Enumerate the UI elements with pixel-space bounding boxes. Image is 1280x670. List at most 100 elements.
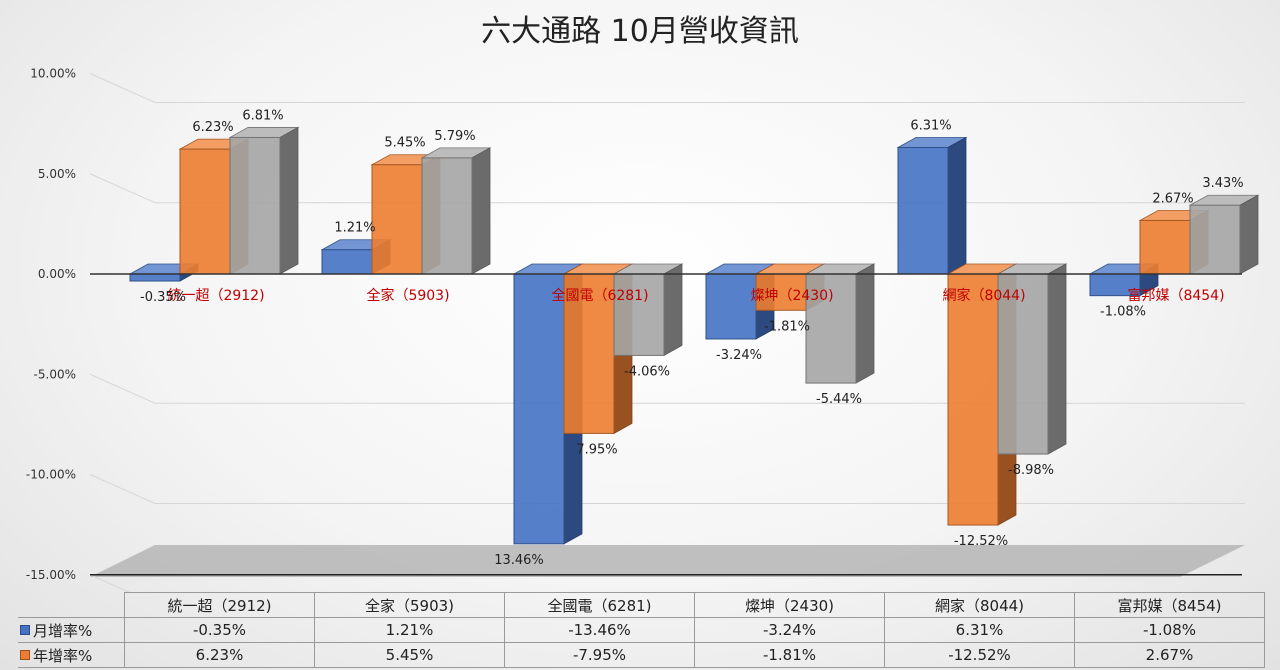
y-tick-label: -15.00% <box>26 568 76 582</box>
bar-front <box>613 273 665 356</box>
bar-front <box>805 273 857 384</box>
gridline <box>89 574 130 592</box>
table-header-cell: 全家（5903) <box>314 592 505 618</box>
data-label: 3.43% <box>1202 176 1243 191</box>
legend-swatch <box>20 649 30 660</box>
data-label: -4.06% <box>624 364 670 379</box>
bar-side <box>855 263 875 384</box>
table-cell: -1.81% <box>694 642 885 668</box>
data-label: 13.46% <box>494 553 544 568</box>
table-cell: -1.08% <box>1074 617 1265 643</box>
category-label: 燦坤（2430) <box>750 288 833 304</box>
data-label: -1.81% <box>764 319 810 334</box>
table-row: 月增率% -0.35% 1.21% -13.46% -3.24% 6.31% -1.08% <box>18 617 1265 643</box>
bar-front <box>513 273 565 545</box>
y-tick-label: -10.00% <box>26 468 76 482</box>
legend-label: 月增率% <box>33 621 93 640</box>
bar <box>228 126 300 275</box>
bar-front <box>321 249 373 275</box>
legend-entry: 年增率% <box>18 642 125 668</box>
y-tick-label: 10.00% <box>30 67 76 81</box>
bar-front <box>179 148 231 275</box>
bar-front <box>371 164 423 275</box>
data-label: -3.24% <box>716 348 762 363</box>
data-label: 5.45% <box>384 136 425 151</box>
data-label: 6.81% <box>242 108 283 123</box>
y-tick-label: 5.00% <box>38 167 76 181</box>
bar <box>420 147 492 275</box>
bar-front <box>947 273 999 526</box>
table-cell: 5.45% <box>314 642 505 668</box>
gridline <box>89 173 1245 204</box>
legend-label: 年增率% <box>33 646 93 665</box>
data-label: 2.67% <box>1152 191 1193 206</box>
table-header-cell: 統一超（2912) <box>124 592 315 618</box>
bar-side <box>1047 263 1067 455</box>
table-header-cell: 網家（8044) <box>884 592 1075 618</box>
data-label: 6.31% <box>910 118 951 133</box>
table-row: 年增率% 6.23% 5.45% -7.95% -1.81% -12.52% 2.67% <box>18 642 1265 668</box>
bar-front <box>755 273 807 311</box>
bar-front <box>229 136 281 275</box>
floor-plane <box>90 545 1245 577</box>
data-label: -0.35% <box>140 290 186 305</box>
category-label: 網家（8044) <box>942 287 1025 304</box>
gridline <box>89 474 1245 504</box>
bar-side <box>947 136 967 275</box>
y-tick-label: -5.00% <box>34 367 76 381</box>
bar-front <box>1139 219 1191 275</box>
gridline <box>89 373 1245 404</box>
table-cell: 2.67% <box>1074 642 1265 668</box>
bar-side <box>1239 194 1259 275</box>
data-label: 1.21% <box>334 221 375 236</box>
bar-side <box>279 126 299 275</box>
y-axis-ticks: 10.00% 5.00% 0.00% -5.00% -10.00% -15.00% <box>26 67 76 582</box>
bar-front <box>997 273 1049 455</box>
table-cell: -12.52% <box>884 642 1075 668</box>
bar-front <box>421 157 473 275</box>
table-cell: -7.95% <box>504 642 695 668</box>
legend-entry: 月增率% <box>18 617 125 643</box>
data-label: -12.52% <box>954 534 1008 549</box>
bar <box>804 263 876 384</box>
chart-title: 六大通路 10月營收資訊 <box>481 14 799 49</box>
bar <box>612 263 684 357</box>
table-cell: 1.21% <box>314 617 505 643</box>
table-header-cell: 燦坤（2430) <box>694 592 885 618</box>
table-header-cell: 富邦媒（8454) <box>1074 592 1265 618</box>
y-tick-label: 0.00% <box>38 267 76 281</box>
table-header-cell: 全國電（6281) <box>504 592 695 618</box>
bar-front <box>705 273 757 340</box>
data-label: -1.08% <box>1100 305 1146 320</box>
gridline <box>89 73 1245 103</box>
table-cell: -3.24% <box>694 617 885 643</box>
table-cell: -13.46% <box>504 617 695 643</box>
data-label: 5.79% <box>434 129 475 144</box>
category-label: 富邦媒（8454) <box>1127 287 1224 304</box>
bar-side <box>663 263 683 357</box>
data-labels: -0.35% 6.23% 6.81% 1.21% 5.45% 5.79% 13.46% 7.9… <box>140 108 1244 567</box>
chart-floor <box>90 545 1245 577</box>
bar-front <box>1189 204 1241 275</box>
bar <box>1188 194 1260 275</box>
legend-swatch <box>20 624 30 635</box>
table-cell: 6.31% <box>884 617 1075 643</box>
category-label: 統一超（2912) <box>167 288 264 304</box>
data-label: 6.23% <box>192 120 233 135</box>
gridlines <box>89 73 1245 592</box>
category-labels: 統一超（2912) 全家（5903) 全國電（6281) 燦坤（2430) 網家（804… <box>167 287 1224 304</box>
category-label: 全國電（6281) <box>551 287 648 304</box>
table-cell: -0.35% <box>124 617 315 643</box>
table-cell: 6.23% <box>124 642 315 668</box>
bars <box>128 126 1260 545</box>
data-label: -8.98% <box>1008 463 1054 478</box>
table-corner <box>18 592 125 618</box>
bar-front <box>563 273 615 434</box>
bar-side <box>471 147 491 275</box>
data-label: 7.95% <box>576 442 617 457</box>
bar-front <box>129 273 181 282</box>
bar-chart: 10.00% 5.00% 0.00% -5.00% -10.00% -15.00% 統一超… <box>26 67 1260 592</box>
bar <box>996 263 1068 455</box>
data-table: 統一超（2912) 全家（5903) 全國電（6281) 燦坤（2430) 網家（804… <box>18 592 1265 668</box>
bar <box>896 136 968 275</box>
